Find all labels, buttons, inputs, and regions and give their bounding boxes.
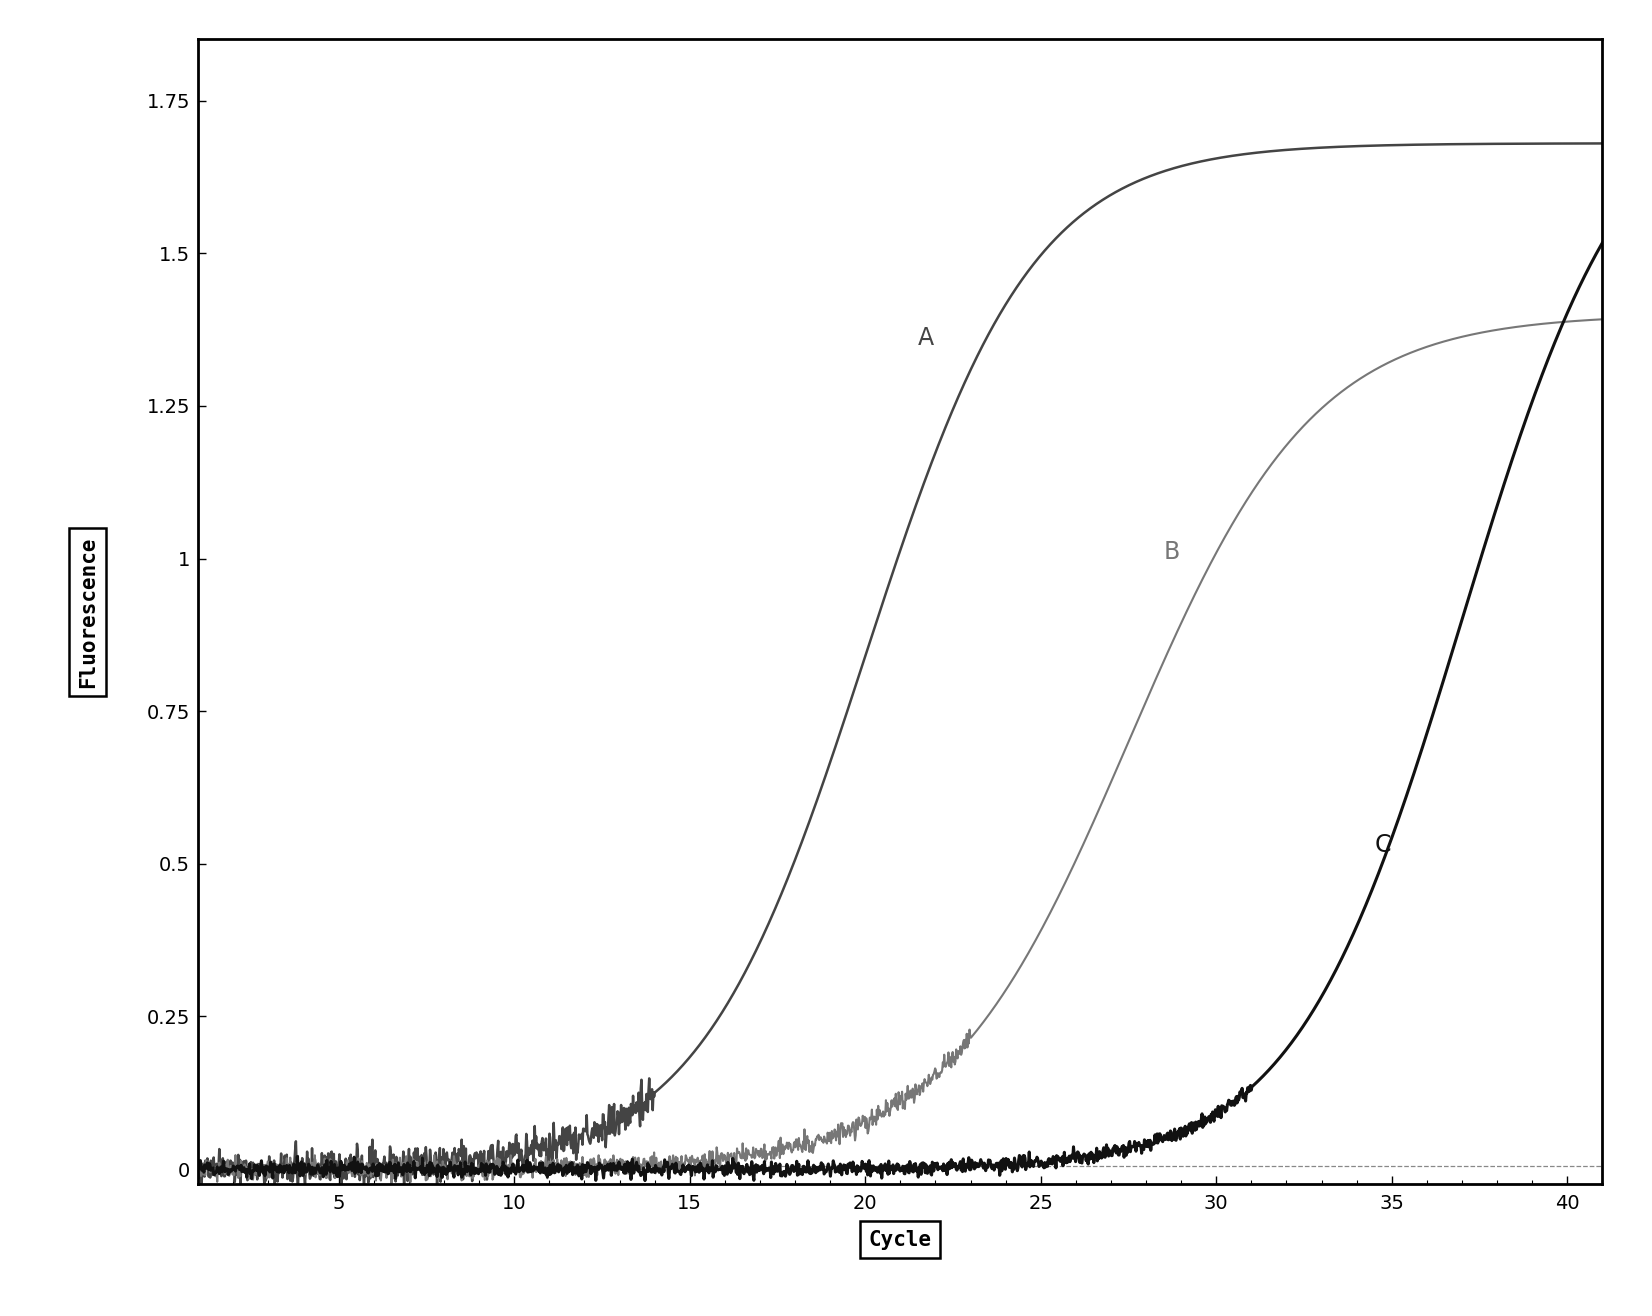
Text: C: C [1374,833,1391,857]
Text: B: B [1163,540,1180,563]
Text: A: A [919,326,933,350]
X-axis label: Cycle: Cycle [869,1229,932,1250]
Y-axis label: Fluorescence: Fluorescence [78,536,97,688]
